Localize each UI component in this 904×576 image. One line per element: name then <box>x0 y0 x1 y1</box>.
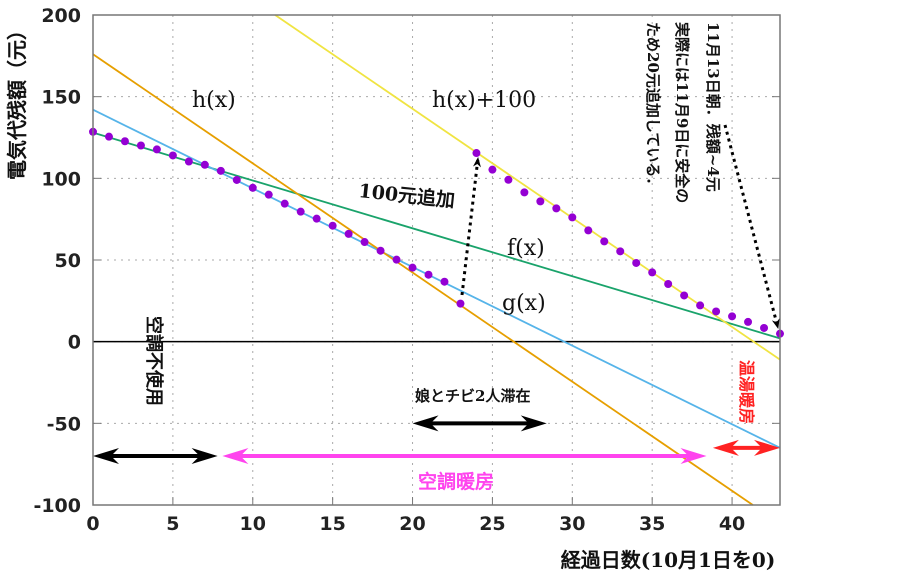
data-points <box>89 127 784 338</box>
arrowhead-left <box>222 448 249 464</box>
y-tick-label: 150 <box>41 87 81 109</box>
x-tick-label: 30 <box>559 513 585 535</box>
x-tick-label: 20 <box>399 513 425 535</box>
x-tick-label: 15 <box>319 513 345 535</box>
data-point <box>728 312 737 321</box>
data-point <box>104 132 113 141</box>
data-point <box>712 307 721 316</box>
x-tick-label: 0 <box>86 513 99 535</box>
data-point <box>664 280 673 289</box>
label-g: g(x) <box>502 291 546 316</box>
annotation-note-2: 実際には11月9日に安全の <box>673 22 691 203</box>
data-point <box>168 151 177 160</box>
data-point <box>248 183 257 192</box>
label-h-plus-100: h(x)+100 <box>432 88 536 113</box>
y-tick-label: 200 <box>41 5 81 27</box>
data-point <box>264 190 273 199</box>
data-point <box>408 263 417 272</box>
x-tick-label: 40 <box>719 513 745 535</box>
arrowhead-right <box>754 439 780 456</box>
label-f: f(x) <box>507 236 545 261</box>
data-point <box>600 237 609 246</box>
data-point <box>360 238 369 247</box>
data-point <box>552 204 561 213</box>
data-point <box>120 137 129 146</box>
annotation-daughter-stay: 娘とチビ2人滞在 <box>415 387 530 405</box>
data-point <box>424 270 433 279</box>
range-arrows <box>93 415 780 464</box>
arrow-note <box>723 124 780 329</box>
data-point <box>296 207 305 216</box>
series-line-hx100 <box>274 14 781 361</box>
data-point <box>312 214 321 223</box>
y-axis-label: 電気代残額（元） <box>5 20 29 180</box>
data-point <box>648 268 657 277</box>
data-point <box>280 199 289 208</box>
data-point <box>744 317 753 326</box>
data-point <box>520 188 529 197</box>
data-point <box>152 145 161 154</box>
y-tick-label: 0 <box>68 332 81 354</box>
data-point <box>696 301 705 310</box>
data-point <box>568 213 577 222</box>
y-tick-label: 100 <box>41 168 81 190</box>
plot-frame <box>92 14 781 506</box>
x-axis-label: 経過日数(10月1日を0) <box>561 548 776 572</box>
data-point <box>632 258 641 267</box>
data-point <box>680 291 689 300</box>
annotation-ac-heating: 空調暖房 <box>418 470 494 493</box>
arrowhead-right <box>520 415 547 432</box>
data-point <box>136 141 145 150</box>
arrow-add100 <box>460 157 481 296</box>
data-point <box>328 221 337 230</box>
data-point <box>616 247 625 256</box>
y-tick-label: 50 <box>55 250 81 272</box>
data-point <box>584 226 593 235</box>
annotation-no-ac: 空調不使用 <box>143 316 165 406</box>
ticks: 0 5 10 15 20 25 30 35 40 -100 -50 0 50 100 150 200 <box>33 5 745 535</box>
x-tick-label: 25 <box>479 513 505 535</box>
y-tick-label: -100 <box>33 495 81 517</box>
annotation-note-1: 11月13日朝．残額~4元 <box>704 22 722 192</box>
data-point <box>200 160 209 169</box>
label-h: h(x) <box>192 88 236 113</box>
arrowhead-right <box>191 448 218 464</box>
data-point <box>376 246 385 255</box>
data-point <box>344 229 353 238</box>
data-point <box>488 165 497 174</box>
series-line-hx <box>92 53 754 506</box>
x-tick-label: 5 <box>166 513 179 535</box>
data-point <box>184 157 193 166</box>
x-tick-label: 10 <box>240 513 266 535</box>
arrowhead-left <box>412 415 439 432</box>
data-point <box>232 175 241 184</box>
data-point <box>760 323 769 332</box>
data-point <box>536 197 545 206</box>
annotation-water-heating: 温湯暖房 <box>737 359 756 424</box>
data-point <box>392 255 401 264</box>
data-point <box>216 166 225 175</box>
data-point <box>472 149 481 158</box>
data-point <box>504 175 513 184</box>
y-tick-label: -50 <box>47 413 81 435</box>
data-point <box>440 277 449 286</box>
annotation-note-3: ため20元追加している． <box>644 22 662 192</box>
data-point <box>456 299 465 308</box>
x-tick-label: 35 <box>639 513 665 535</box>
arrowhead-left <box>712 439 739 456</box>
annotation-add100: 100元追加 <box>357 179 456 212</box>
arrowhead-right <box>680 448 707 464</box>
arrowhead-left <box>93 448 119 464</box>
